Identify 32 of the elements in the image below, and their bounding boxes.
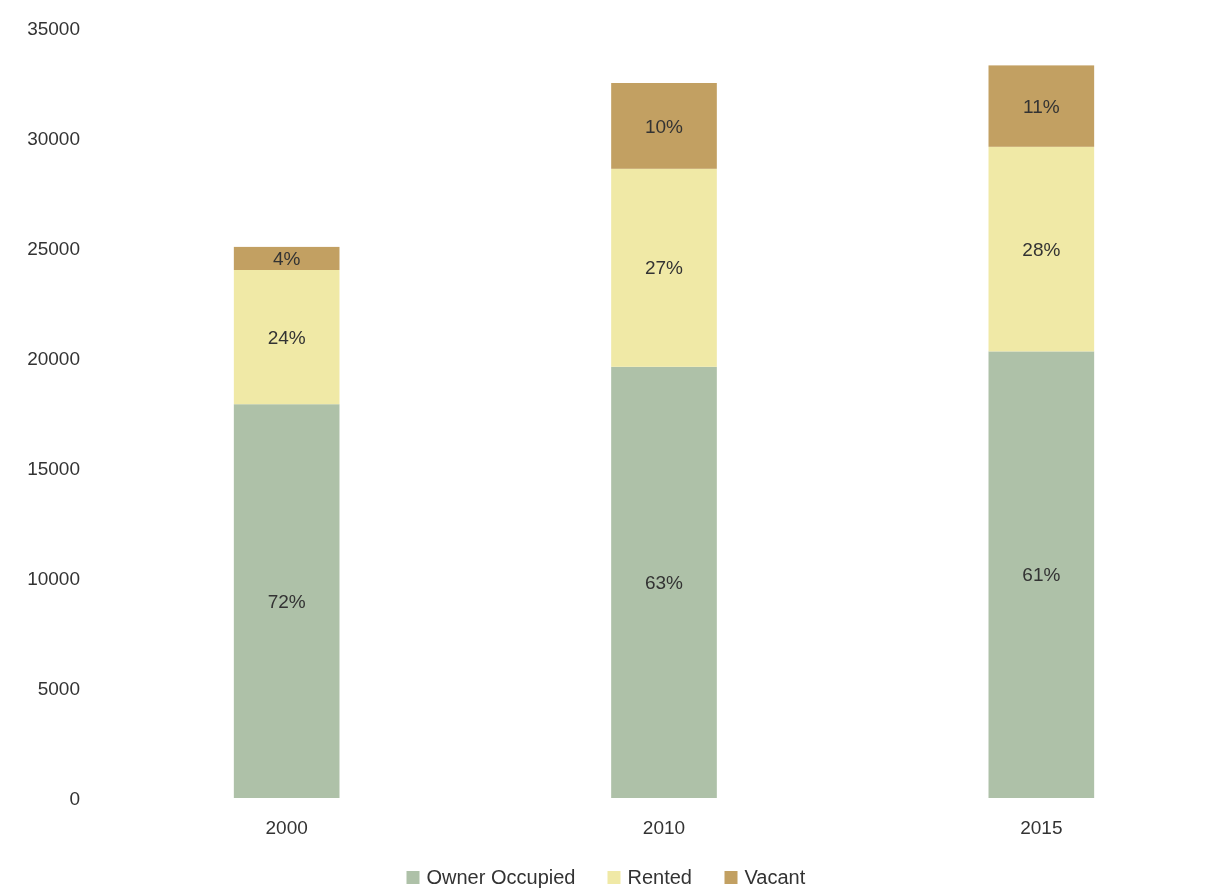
annotation: 24% [267,326,306,348]
y-tick-label: 25000 [27,237,80,259]
bar [988,65,1095,147]
x-tick-label: 2010 [642,817,686,838]
y-tick-label: 30000 [27,127,80,149]
y-tick-label: 0 [69,787,80,809]
annotation: 11% [1023,95,1060,117]
legend-label: Vacant [744,866,806,888]
y-tick-label: 10000 [27,567,80,589]
y-tick-label: 15000 [27,457,80,479]
y-tick-label: 5000 [37,677,80,699]
legend-label: Rented [627,866,692,888]
bar [233,404,340,798]
annotation: 63% [644,572,684,594]
legend-label: Owner Occupied [426,866,576,888]
annotation: 72% [267,590,306,612]
x-tick-label: 2000 [265,817,308,838]
bar [611,83,717,169]
bar [988,146,1095,352]
annotation: 10% [644,115,684,137]
y-tick-label: 35000 [27,17,80,39]
y-tick-label: 20000 [27,347,80,369]
annotation: 28% [1022,238,1061,260]
bar [233,270,340,405]
annotation: 61% [1022,564,1061,586]
x-tick-label: 2015 [1020,817,1063,838]
bar [611,366,717,798]
bar [611,168,717,367]
bar [988,351,1095,798]
annotation: 4% [272,248,301,270]
bar [233,246,340,270]
annotation: 27% [644,257,684,279]
